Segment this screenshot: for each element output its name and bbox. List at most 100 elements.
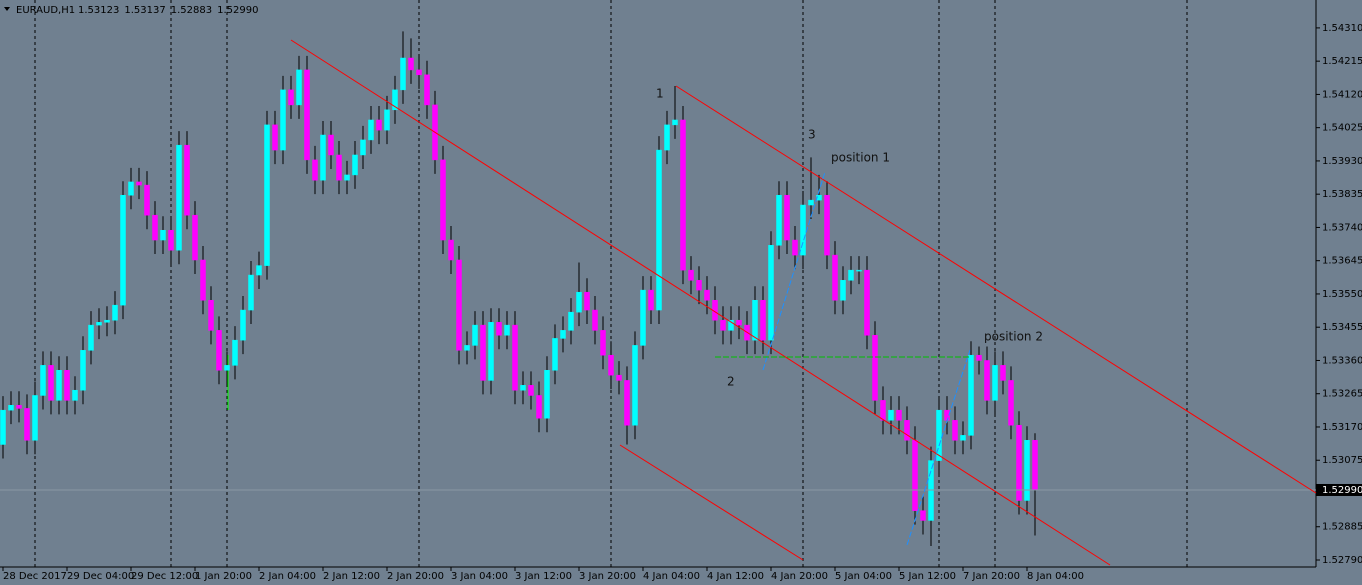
candle-body xyxy=(392,89,398,111)
candle-body xyxy=(560,330,566,339)
candle-body xyxy=(416,69,422,76)
candle-body xyxy=(440,159,446,241)
candle-body xyxy=(872,335,878,401)
channel-line xyxy=(675,85,1317,494)
candle-body xyxy=(840,280,846,301)
candle-body xyxy=(144,184,150,216)
candle-body xyxy=(112,304,118,321)
menu-arrow[interactable] xyxy=(4,7,10,11)
candle-body xyxy=(752,300,758,341)
candle-body xyxy=(928,460,934,521)
y-tick-label: 1.53360 xyxy=(1322,355,1362,366)
candle-body xyxy=(776,194,782,246)
candle-body xyxy=(72,389,78,401)
candle-body xyxy=(16,405,22,409)
candle-body xyxy=(704,289,710,301)
channel-line xyxy=(290,39,1111,566)
symbol: EURAUD,H1 xyxy=(16,5,75,16)
candle-body xyxy=(936,409,942,461)
annotation: 1 xyxy=(656,87,664,101)
candle-body xyxy=(976,354,982,361)
candle-body xyxy=(808,199,814,206)
candle-body xyxy=(320,134,326,181)
candle-body xyxy=(376,119,382,131)
candle-body xyxy=(576,291,582,313)
candle-body xyxy=(136,181,142,186)
candle-body xyxy=(496,322,502,336)
candle-body xyxy=(80,350,86,391)
candle-body xyxy=(424,74,430,106)
candle-body xyxy=(736,319,742,326)
y-tick-label: 1.53930 xyxy=(1322,156,1362,167)
candle-body xyxy=(608,354,614,376)
x-tick-label: 29 Dec 04:00 xyxy=(67,571,134,582)
candle-body xyxy=(128,181,134,196)
x-tick-label: 2 Jan 12:00 xyxy=(323,571,380,582)
candle-body xyxy=(192,214,198,261)
x-tick-label: 4 Jan 20:00 xyxy=(771,571,828,582)
header-value: 1.53123 xyxy=(78,5,119,16)
x-tick-label: 3 Jan 12:00 xyxy=(515,571,572,582)
x-tick-label: 5 Jan 12:00 xyxy=(899,571,956,582)
candle-body xyxy=(264,124,270,266)
candle-body xyxy=(624,380,630,426)
y-tick-label: 1.53455 xyxy=(1322,322,1362,333)
candle-body xyxy=(696,280,702,291)
candle-body xyxy=(784,194,790,241)
annotation: position 2 xyxy=(984,330,1043,344)
period-separators xyxy=(34,0,1188,567)
candle-body xyxy=(904,420,910,441)
last-price-label: 1.52990 xyxy=(1322,485,1362,496)
y-tick-label: 1.54120 xyxy=(1322,89,1362,100)
x-tick-label: 2 Jan 20:00 xyxy=(387,571,444,582)
candle-body xyxy=(952,420,958,441)
annotation: 3 xyxy=(808,128,816,142)
candle-body xyxy=(792,239,798,256)
candle-body xyxy=(616,374,622,381)
candle-body xyxy=(664,124,670,151)
candle-body xyxy=(632,345,638,426)
candle-body xyxy=(248,274,254,311)
candle-body xyxy=(232,339,238,366)
candle-body xyxy=(96,322,102,326)
candle-body xyxy=(8,405,14,411)
x-tick-label: 28 Dec 2017 xyxy=(3,571,67,582)
candle-body xyxy=(456,259,462,351)
candle-body xyxy=(344,174,350,181)
candle-body xyxy=(216,330,222,371)
candle-body xyxy=(104,319,110,323)
candle-body xyxy=(296,69,302,106)
candle-body xyxy=(88,324,94,351)
header-value: 1.52990 xyxy=(217,5,258,16)
candle-body xyxy=(920,510,926,521)
x-tick-label: 4 Jan 12:00 xyxy=(707,571,764,582)
candle-body xyxy=(24,408,30,441)
annotation: 2 xyxy=(727,375,735,389)
candle-body xyxy=(960,435,966,441)
candle-body xyxy=(56,370,62,401)
candle-body xyxy=(728,319,734,331)
candle-body xyxy=(848,269,854,281)
candle-body xyxy=(824,194,830,256)
fib-line xyxy=(906,349,971,546)
candle-body xyxy=(896,409,902,421)
candle-body xyxy=(472,324,478,346)
candle-body xyxy=(272,124,278,151)
candle-body xyxy=(120,194,126,306)
candle-body xyxy=(1008,380,1014,426)
candle-body xyxy=(48,365,54,401)
y-tick-label: 1.53550 xyxy=(1322,289,1362,300)
candle-body xyxy=(568,311,574,331)
candle-body xyxy=(480,324,486,381)
y-tick-label: 1.53740 xyxy=(1322,222,1362,233)
candle-body xyxy=(656,149,662,311)
candle-body xyxy=(408,57,414,71)
candle-body xyxy=(40,365,46,396)
candle-body xyxy=(856,269,862,272)
x-tick-label: 8 Jan 04:00 xyxy=(1027,571,1084,582)
candle-body xyxy=(464,345,470,351)
candle-body xyxy=(384,109,390,131)
candle-body xyxy=(448,239,454,261)
fib-line xyxy=(762,171,826,371)
candle-body xyxy=(352,154,358,176)
